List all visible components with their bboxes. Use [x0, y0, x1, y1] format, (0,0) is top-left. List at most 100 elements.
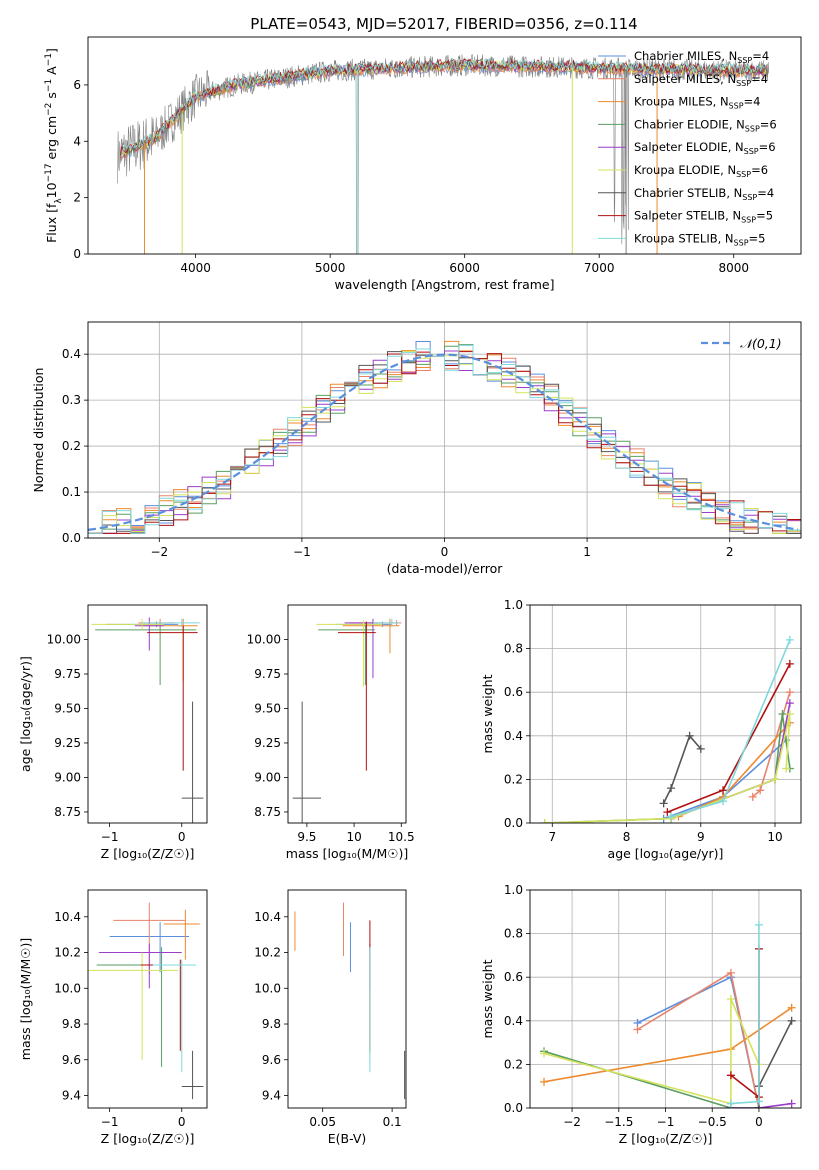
y-tick-label: 10.4	[254, 910, 281, 924]
weight-line	[730, 948, 760, 1099]
mass-vs-EBV-frame	[287, 889, 407, 1109]
weight-line	[543, 1050, 759, 1108]
y-tick-label: 10.4	[54, 910, 81, 924]
x-tick-label: 0	[755, 1115, 763, 1129]
legend-entry: Chabrier STELIB, NSSP=4	[634, 186, 774, 202]
legend-entry: Salpeter ELODIE, NSSP=6	[634, 140, 776, 156]
legend-entry: Chabrier ELODIE, NSSP=6	[634, 117, 777, 133]
weight-marker	[659, 799, 668, 808]
weight-marker	[782, 764, 791, 773]
x-tick-label: 7	[548, 830, 556, 844]
weight-marker	[785, 688, 794, 697]
ylabel-part: −1	[44, 53, 54, 66]
weight-marker	[754, 920, 763, 929]
weight-vs-age-frame	[529, 604, 802, 824]
mass-vs-EBV-xlabel: E(B-V)	[328, 1131, 367, 1146]
x-tick-label: 7000	[584, 261, 615, 275]
age-vs-Z-ylabel: age [log₁₀(age/yr)]	[18, 656, 33, 772]
y-tick-label: 10.0	[54, 981, 81, 995]
age-vs-Z-axes: −1 0 8.75 9.00 9.25 9.50 9.75 10.00	[47, 632, 186, 844]
spectrum-frame	[87, 36, 802, 255]
legend-entry: Kroupa ELODIE, NSSP=6	[634, 163, 768, 179]
histogram-kroupa-stelib	[88, 344, 801, 534]
y-tick-label: 9.6	[62, 1053, 81, 1067]
y-tick-label: 10.0	[254, 981, 281, 995]
weight-line	[543, 1007, 793, 1083]
x-tick-label: −1.5	[604, 1115, 633, 1129]
weight-vs-age-ylabel: mass weight	[480, 674, 495, 753]
weight-vs-Z-xlabel: Z [log₁₀(Z/Z☉)]	[619, 1131, 713, 1146]
weight-vs-Z-ylabel: mass weight	[480, 959, 495, 1038]
y-tick-label: 0.2	[504, 772, 523, 786]
residuals-frame	[87, 321, 802, 539]
weight-marker	[540, 819, 549, 823]
weight-marker	[756, 786, 765, 795]
y-tick-label: 0.0	[62, 531, 81, 545]
y-tick-label: 9.4	[62, 1088, 81, 1102]
y-tick-label: 0.3	[62, 393, 81, 407]
y-tick-label: 9.4	[262, 1088, 281, 1102]
mass-vs-Z-xlabel: Z [log₁₀(Z/Z☉)]	[101, 1131, 195, 1146]
y-tick-label: 0.4	[62, 347, 81, 361]
y-tick-label: 0.0	[504, 816, 523, 830]
y-tick-label: 10.00	[47, 632, 81, 646]
age-vs-Z-frame	[87, 604, 208, 824]
legend-entry: Kroupa MILES, NSSP=4	[634, 95, 760, 111]
weight-marker	[754, 1097, 763, 1106]
weight-marker	[787, 1099, 796, 1108]
y-tick-label: 2	[73, 191, 81, 205]
mass-vs-Z-ylabel: mass [log₁₀(M/M☉)]	[18, 938, 33, 1060]
age-vs-Z-points	[91, 617, 204, 823]
y-tick-label: 9.50	[254, 701, 281, 715]
y-tick-label: 1.0	[504, 883, 523, 897]
x-tick-label: −1	[293, 545, 311, 559]
x-tick-label: 8000	[718, 261, 749, 275]
ylabel-part: erg cm	[44, 116, 59, 164]
x-tick-label: 0.05	[309, 1115, 336, 1129]
y-tick-label: 10.2	[54, 946, 81, 960]
weight-marker	[719, 797, 728, 806]
legend-entry: Kroupa STELIB, NSSP=5	[634, 231, 765, 247]
x-tick-label: 10	[346, 830, 361, 844]
x-tick-label: 10	[767, 830, 782, 844]
legend-entry: 𝒩(0,1)	[740, 336, 782, 351]
weight-marker	[778, 710, 787, 718]
y-tick-label: 0.8	[504, 927, 523, 941]
weight-line	[662, 734, 702, 804]
y-tick-label: 9.6	[262, 1053, 281, 1067]
y-tick-label: 9.75	[254, 667, 281, 681]
weight-vs-age-series	[540, 635, 794, 823]
weight-line	[670, 702, 791, 820]
spectrum-ylabel: Flux [fλ10−17 erg cm−2 s−1 A−1]	[44, 48, 64, 243]
weight-marker	[719, 786, 728, 795]
y-tick-label: 8.75	[54, 805, 81, 819]
spectrum-model-kroupa-stelib	[119, 57, 768, 158]
weight-vs-Z-series	[540, 920, 796, 1108]
x-tick-label: 0	[441, 545, 449, 559]
weight-line	[730, 924, 760, 1105]
ylabel-part: λ	[54, 198, 64, 204]
weight-marker	[748, 792, 757, 801]
y-tick-label: 0.2	[504, 1057, 523, 1071]
y-tick-label: 0.8	[504, 642, 523, 656]
x-tick-label: 2	[726, 545, 734, 559]
y-tick-label: 9.00	[254, 770, 281, 784]
y-tick-label: 9.50	[54, 701, 81, 715]
spectrum-axes: 4000 5000 6000 7000 8000 0 2 4 6	[73, 78, 749, 275]
x-tick-label: 9.5	[297, 830, 316, 844]
y-tick-label: 9.8	[262, 1017, 281, 1031]
weight-marker	[696, 744, 705, 753]
ylabel-part: ]	[44, 48, 59, 53]
weight-marker	[771, 775, 780, 784]
legend-entry: Chabrier MILES, NSSP=4	[634, 49, 769, 65]
weight-marker	[787, 1003, 796, 1012]
x-tick-label: 10.5	[388, 830, 415, 844]
weight-marker	[787, 1016, 796, 1025]
x-tick-label: 4000	[180, 261, 211, 275]
legend-entry: Salpeter MILES, NSSP=4	[634, 72, 768, 88]
mass-vs-EBV-axes: 0.05 0.1 9.4 9.6 9.8 10.0 10.2 10.4	[254, 910, 401, 1129]
weight-marker	[726, 968, 735, 977]
figure-title: PLATE=0543, MJD=52017, FIBERID=0356, z=0…	[250, 15, 637, 33]
histogram-steps	[88, 340, 801, 534]
mass-vs-Z-points	[88, 902, 204, 1100]
